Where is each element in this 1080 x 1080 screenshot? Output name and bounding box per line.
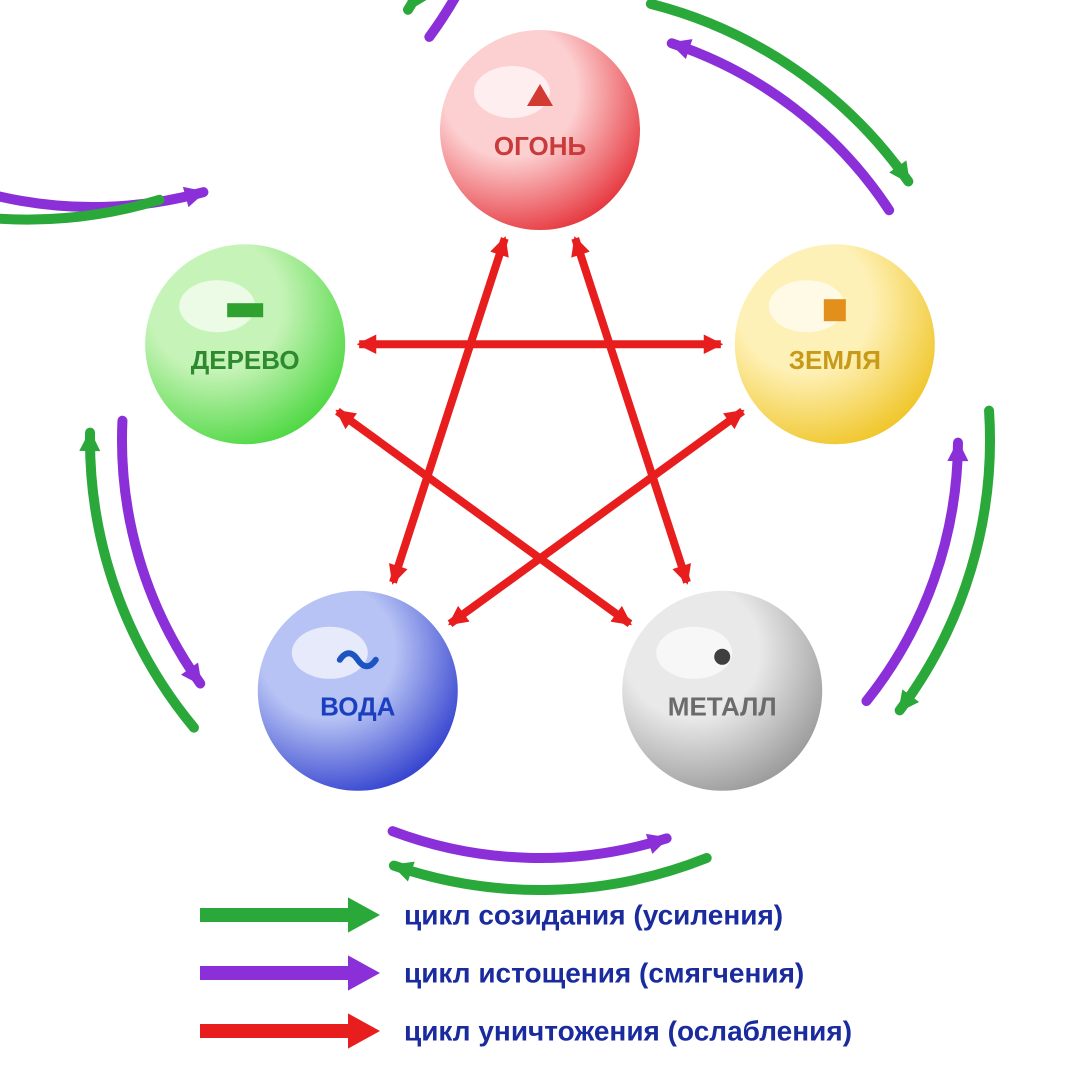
node-metal: МЕТАЛЛ — [622, 591, 822, 791]
legend-label-creation: цикл созидания (усиления) — [404, 899, 783, 930]
element-nodes: ОГОНЬ ЗЕМЛЯ МЕТАЛЛ ВОДА ДЕРЕВО — [145, 30, 935, 791]
destruction-arrows — [337, 238, 742, 623]
node-wood: ДЕРЕВО — [145, 244, 345, 444]
node-label-metal: МЕТАЛЛ — [668, 692, 777, 722]
five-elements-diagram: ОГОНЬ ЗЕМЛЯ МЕТАЛЛ ВОДА ДЕРЕВО цикл созидания… — [0, 0, 1080, 1080]
node-label-fire: ОГОНЬ — [494, 131, 586, 161]
node-label-water: ВОДА — [320, 692, 396, 722]
node-label-wood: ДЕРЕВО — [191, 345, 300, 375]
legend-label-destruction: цикл уничтожения (ослабления) — [404, 1015, 852, 1046]
node-fire: ОГОНЬ — [440, 30, 640, 230]
node-label-earth: ЗЕМЛЯ — [789, 345, 881, 375]
legend: цикл созидания (усиления) цикл истощения … — [200, 897, 852, 1048]
node-water: ВОДА — [258, 591, 458, 791]
node-earth: ЗЕМЛЯ — [735, 244, 935, 444]
legend-label-exhaustion: цикл истощения (смягчения) — [404, 957, 804, 988]
